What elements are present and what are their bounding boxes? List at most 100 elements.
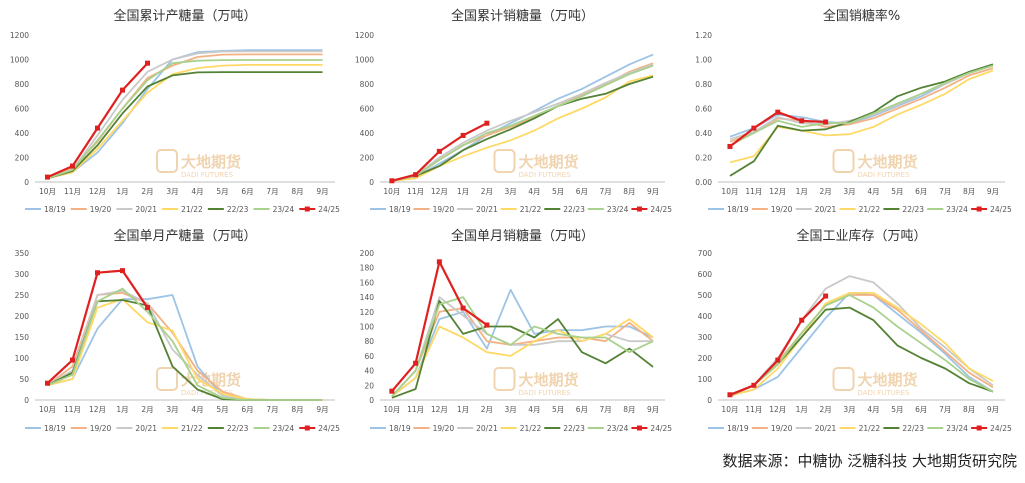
legend-label: 19/20	[90, 424, 112, 433]
legend-label: 20/21	[135, 205, 157, 214]
x-tick-label: 8月	[623, 405, 635, 414]
y-tick-label: 0.40	[695, 129, 712, 138]
legend-item: 23/24	[927, 424, 968, 433]
x-tick-label: 7月	[266, 405, 278, 414]
legend-label: 23/24	[273, 424, 295, 433]
x-tick-label: 4月	[867, 405, 879, 414]
y-tick-label: 1000	[355, 56, 374, 65]
legend-label: 21/22	[859, 205, 881, 214]
legend-label: 18/19	[727, 424, 749, 433]
y-tick-label: 0.60	[695, 105, 712, 114]
legend-item: 22/23	[883, 205, 924, 214]
legend-item: 20/21	[116, 205, 157, 214]
data-point	[484, 120, 490, 126]
legend-item: 24/25	[299, 424, 340, 433]
y-tick-label: 250	[15, 291, 30, 300]
legend-item: 19/20	[70, 205, 112, 214]
logo-mark-icon	[493, 367, 516, 391]
series-line	[391, 318, 654, 398]
x-tick-label: 1月	[116, 405, 128, 414]
y-tick-label: 500	[698, 291, 713, 300]
data-point	[436, 148, 442, 154]
logo-mark-icon	[832, 149, 855, 173]
legend-item: 21/22	[839, 424, 880, 433]
x-tick-label: 7月	[599, 405, 611, 414]
legend-label: 23/24	[607, 205, 629, 214]
x-tick-label: 6月	[915, 405, 927, 414]
legend-label: 22/23	[902, 424, 924, 433]
legend-label: 20/21	[815, 205, 837, 214]
legend-label: 22/23	[902, 205, 924, 214]
y-tick-label: 0	[369, 178, 374, 187]
x-tick-label: 3月	[504, 187, 516, 196]
logo-mark-icon	[156, 367, 178, 391]
legend-item: 18/19	[370, 205, 411, 214]
x-tick-label: 9月	[316, 187, 328, 196]
x-tick-label: 2月	[819, 405, 831, 414]
chart-title: 全国累计销糖量（万吨）	[451, 8, 594, 24]
y-tick-label: 160	[360, 278, 375, 287]
legend-item: 18/19	[25, 424, 66, 433]
logo-mark-icon	[156, 149, 178, 173]
x-tick-label: 12月	[769, 405, 786, 414]
legend-item: 24/25	[299, 205, 340, 214]
y-tick-label: 600	[15, 105, 30, 114]
y-tick-label: 150	[15, 333, 30, 342]
x-tick-label: 5月	[552, 405, 564, 414]
x-tick-label: 4月	[528, 405, 540, 414]
x-tick-label: 9月	[987, 405, 999, 414]
legend-item: 19/20	[751, 424, 793, 433]
watermark-brand-en: DADI FUTURES	[519, 389, 572, 397]
data-point	[823, 119, 829, 125]
x-tick-label: 12月	[431, 405, 448, 414]
y-tick-label: 1000	[10, 56, 29, 65]
x-tick-label: 6月	[241, 405, 253, 414]
data-point	[145, 305, 150, 311]
series-line	[47, 59, 323, 180]
legend-item: 23/24	[587, 424, 629, 433]
x-tick-label: 11月	[407, 187, 424, 196]
y-tick-label: 60	[364, 352, 374, 361]
legend-marker	[976, 206, 982, 212]
x-tick-label: 9月	[647, 187, 659, 196]
legend-label: 22/23	[563, 424, 585, 433]
legend-label: 19/20	[771, 424, 793, 433]
legend-label: 18/19	[727, 205, 749, 214]
series-line	[729, 294, 994, 397]
legend-label: 18/19	[389, 424, 411, 433]
y-tick-label: 1.00	[695, 56, 712, 65]
data-point	[799, 118, 805, 124]
watermark-brand-en: DADI FUTURES	[519, 171, 572, 179]
y-tick-label: 200	[15, 312, 30, 321]
chart-title: 全国单月产糖量（万吨）	[113, 228, 256, 244]
x-tick-label: 10月	[383, 187, 400, 196]
x-tick-label: 11月	[745, 405, 762, 414]
x-tick-label: 6月	[576, 187, 588, 196]
y-tick-label: 40	[364, 367, 374, 376]
x-tick-label: 2月	[141, 187, 153, 196]
series-line	[729, 275, 994, 397]
series-line	[729, 63, 994, 177]
legend-item: 22/23	[544, 424, 585, 433]
x-tick-label: 7月	[599, 187, 611, 196]
legend-label: 18/19	[44, 205, 66, 214]
legend-label: 24/25	[650, 205, 672, 214]
series-line	[729, 67, 994, 143]
y-tick-label: 600	[698, 270, 713, 279]
legend-item: 24/25	[971, 424, 1012, 433]
legend-label: 24/25	[990, 424, 1012, 433]
legend-label: 22/23	[227, 205, 249, 214]
series-line	[729, 292, 994, 397]
legend-label: 20/21	[476, 424, 498, 433]
y-tick-label: 400	[360, 129, 375, 138]
legend-label: 24/25	[318, 205, 340, 214]
legend-item: 24/25	[971, 205, 1012, 214]
x-tick-label: 5月	[216, 187, 228, 196]
data-point	[70, 163, 75, 169]
